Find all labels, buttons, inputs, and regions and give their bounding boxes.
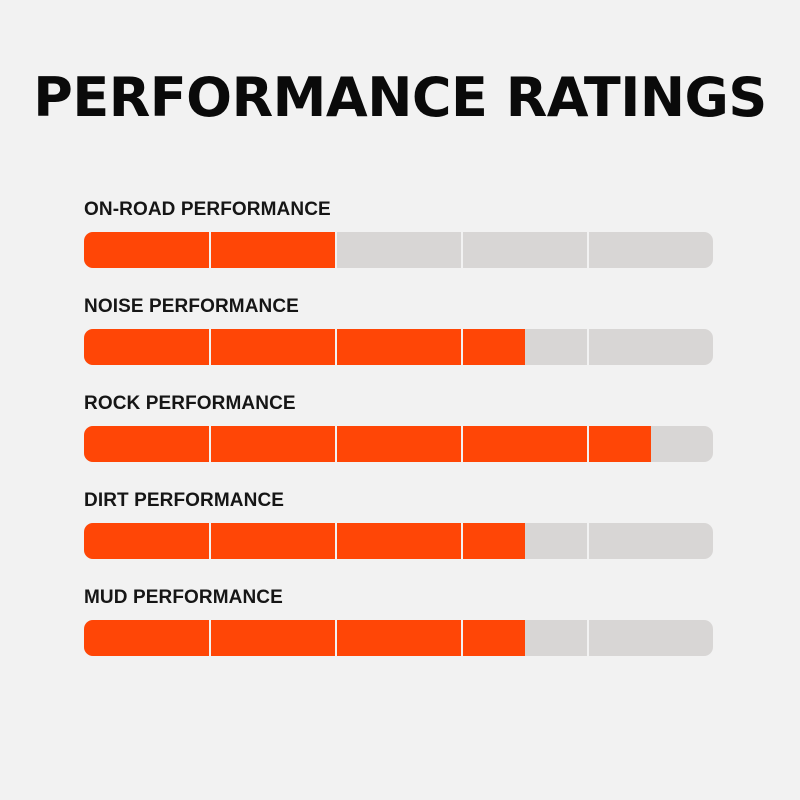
ratings-list: ON-ROAD PERFORMANCE NOISE PERFORMANCE RO…: [84, 199, 713, 684]
rating-label: ON-ROAD PERFORMANCE: [84, 199, 331, 220]
rating-label: MUD PERFORMANCE: [84, 587, 283, 608]
bar-divider: [461, 329, 463, 365]
rating-bar: [84, 329, 713, 365]
bar-divider: [587, 620, 589, 656]
rating-dirt: DIRT PERFORMANCE: [84, 490, 713, 587]
bar-divider: [587, 523, 589, 559]
bar-divider: [335, 329, 337, 365]
rating-label: DIRT PERFORMANCE: [84, 490, 285, 511]
bar-divider: [209, 523, 211, 559]
bar-divider: [335, 426, 337, 462]
bar-divider: [209, 329, 211, 365]
bar-divider: [335, 620, 337, 656]
bar-divider: [461, 620, 463, 656]
bar-divider: [587, 232, 589, 268]
bar-divider: [209, 426, 211, 462]
page-title: PERFORMANCE RATINGS: [33, 66, 767, 129]
bar-divider: [461, 523, 463, 559]
rating-on-road: ON-ROAD PERFORMANCE: [84, 199, 713, 296]
bar-divider: [335, 523, 337, 559]
rating-label: NOISE PERFORMANCE: [84, 296, 299, 317]
rating-rock: ROCK PERFORMANCE: [84, 393, 713, 490]
rating-bar: [84, 523, 713, 559]
rating-mud: MUD PERFORMANCE: [84, 587, 713, 684]
bar-divider: [461, 426, 463, 462]
bar-divider: [335, 232, 337, 268]
rating-bar-fill: [84, 426, 651, 462]
bar-divider: [587, 329, 589, 365]
rating-bar: [84, 232, 713, 268]
rating-bar-fill: [84, 620, 525, 656]
rating-bar-fill: [84, 329, 525, 365]
rating-noise: NOISE PERFORMANCE: [84, 296, 713, 393]
rating-bar: [84, 620, 713, 656]
bar-divider: [209, 620, 211, 656]
rating-label: ROCK PERFORMANCE: [84, 393, 296, 414]
rating-bar: [84, 426, 713, 462]
rating-bar-fill: [84, 523, 525, 559]
bar-divider: [461, 232, 463, 268]
bar-divider: [209, 232, 211, 268]
bar-divider: [587, 426, 589, 462]
